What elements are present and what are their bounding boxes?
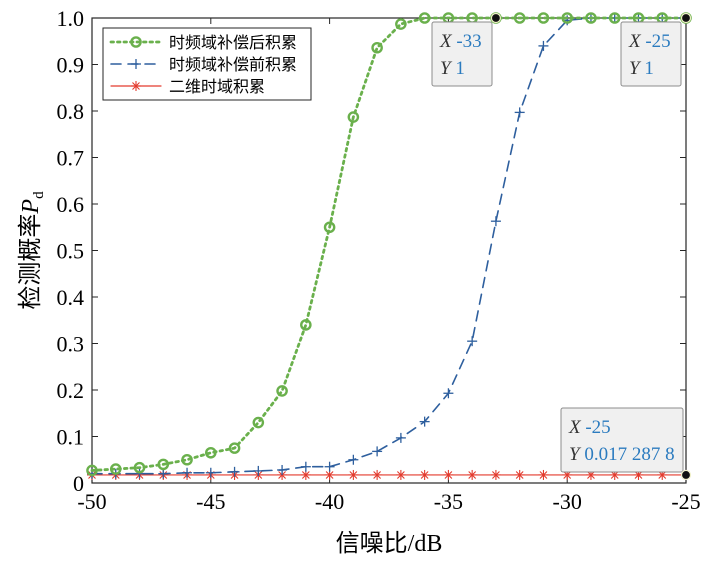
data-point [514, 469, 525, 480]
data-point [538, 469, 549, 480]
legend-label: 时频域补偿后积累 [169, 34, 297, 52]
data-point [300, 319, 312, 331]
data-point [253, 465, 264, 476]
legend-item: 二维时域积累 [110, 78, 265, 96]
datatip-x: X -25 [568, 417, 611, 438]
data-point [467, 336, 478, 347]
data-point [490, 469, 501, 480]
data-point [277, 464, 288, 475]
data-point [490, 216, 501, 227]
datatip-box [560, 407, 684, 473]
datatip-box [431, 21, 493, 87]
data-point [323, 221, 336, 234]
datatip-y: Y 1 [440, 58, 465, 79]
datatip: X -25 Y 1 [620, 12, 692, 87]
datatip-x: X -25 [628, 31, 671, 52]
data-point [347, 111, 360, 123]
y-tick-label: 0 [73, 471, 84, 496]
y-tick-label: 0.9 [57, 53, 85, 78]
x-axis-label: 信噪比/dB [336, 530, 443, 557]
legend-marker [130, 36, 142, 48]
y-tick-label: 0.4 [57, 285, 85, 310]
y-tick-label: 0.5 [57, 239, 85, 264]
data-point [513, 12, 526, 24]
data-point [467, 469, 478, 480]
data-point [300, 469, 311, 480]
data-point [109, 463, 122, 475]
legend-item: 时频域补偿前积累 [110, 56, 297, 74]
datatip-y: Y 1 [629, 58, 654, 79]
data-point [158, 468, 169, 479]
data-point [348, 469, 359, 480]
data-point [372, 469, 383, 480]
x-tick-label: -35 [434, 489, 463, 514]
legend-label: 二维时域积累 [169, 78, 265, 96]
datatip-point [490, 12, 502, 24]
data-point [395, 432, 406, 443]
data-point [514, 107, 525, 118]
data-point [443, 469, 454, 480]
data-point [276, 385, 288, 397]
data-point [538, 40, 549, 51]
datatip-x: X -33 [439, 31, 482, 52]
data-point [419, 416, 430, 427]
data-point [419, 469, 430, 480]
data-point [443, 388, 454, 399]
legend-item: 时频域补偿后积累 [109, 34, 297, 52]
data-point [86, 464, 98, 477]
data-point [324, 461, 335, 472]
x-tick-label: -25 [671, 489, 700, 514]
data-point [418, 12, 431, 24]
y-tick-label: 0.2 [57, 378, 85, 403]
data-point [633, 469, 644, 480]
datatip: X -25 Y 0.017 287 8 [560, 407, 692, 481]
y-tick-label: 0.6 [57, 192, 85, 217]
datatip-box [620, 21, 682, 87]
y-tick-label: 0.7 [57, 146, 85, 171]
data-point [608, 12, 621, 24]
data-point [134, 468, 145, 479]
data-point [252, 416, 265, 429]
data-point [372, 446, 383, 457]
y-tick-label: 0.8 [57, 99, 85, 124]
legend-marker [131, 81, 141, 91]
data-point [395, 469, 406, 480]
y-tick-label: 0.1 [57, 425, 85, 450]
data-point [205, 467, 216, 478]
datatip-point [680, 469, 692, 481]
datatip-y: Y 0.017 287 8 [569, 444, 675, 465]
data-point [395, 18, 407, 30]
datatip-point [680, 12, 692, 24]
data-point [181, 453, 193, 466]
data-point [229, 466, 240, 477]
x-tick-label: -45 [196, 489, 225, 514]
data-point [228, 442, 241, 454]
data-point [348, 454, 359, 465]
data-point [182, 467, 193, 478]
data-point [300, 461, 311, 472]
legend-label: 时频域补偿前积累 [169, 56, 297, 74]
data-point [133, 461, 146, 474]
x-tick-label: -50 [77, 489, 106, 514]
x-tick-label: -40 [315, 489, 344, 514]
data-point [561, 12, 574, 24]
y-tick-label: 0.3 [57, 332, 85, 357]
legend-marker [131, 59, 141, 69]
data-point [204, 446, 217, 459]
datatip: X -33 Y 1 [431, 12, 502, 87]
data-point [371, 41, 383, 54]
series-3 [87, 469, 691, 480]
y-axis-label: 检测概率Pd [17, 191, 47, 310]
data-point [537, 12, 550, 24]
y-tick-label: 1.0 [57, 6, 85, 31]
data-point [585, 12, 597, 24]
data-point [157, 458, 170, 471]
x-tick-label: -30 [553, 489, 582, 514]
